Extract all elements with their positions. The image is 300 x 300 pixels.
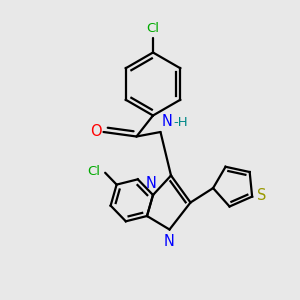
Text: O: O (90, 124, 102, 140)
Text: Cl: Cl (87, 165, 100, 178)
Text: N: N (146, 176, 157, 190)
Text: N: N (162, 114, 173, 129)
Text: S: S (256, 188, 266, 202)
Text: -H: -H (173, 116, 188, 129)
Text: Cl: Cl (146, 22, 160, 35)
Text: N: N (164, 234, 175, 249)
